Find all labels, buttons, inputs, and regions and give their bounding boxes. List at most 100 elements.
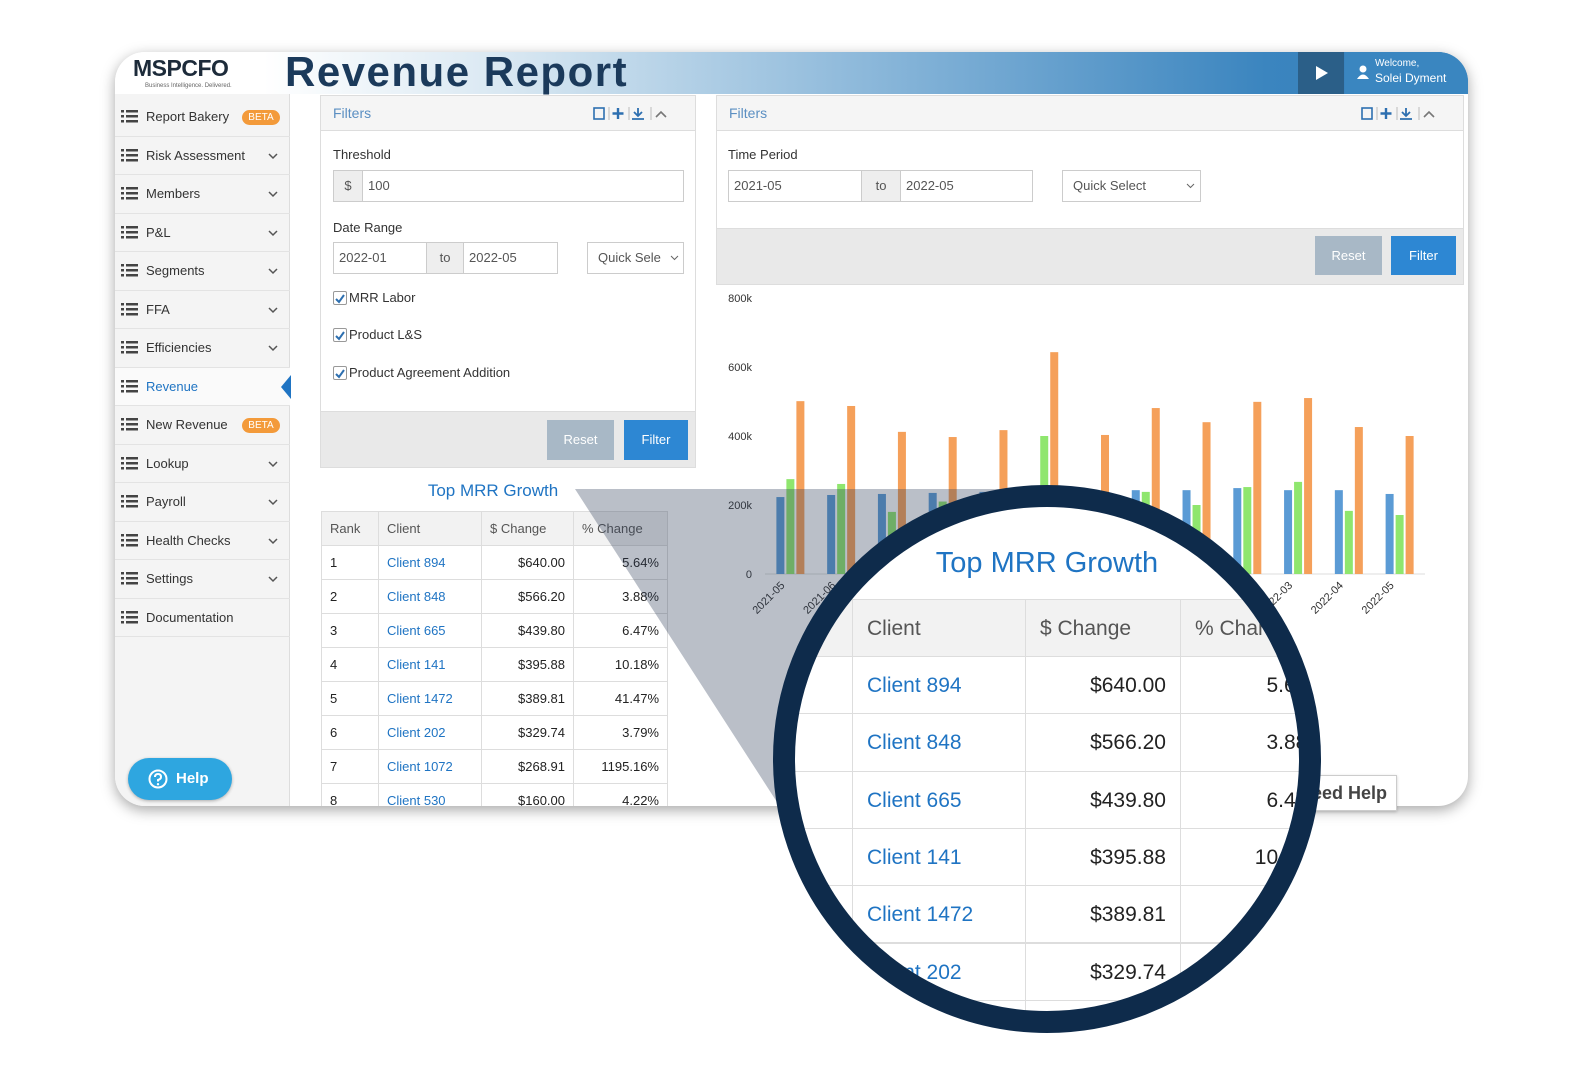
quick-select[interactable]: Quick Select bbox=[1062, 170, 1201, 202]
nav-item[interactable]: Efficiencies bbox=[115, 329, 290, 368]
chevron-line bbox=[268, 499, 278, 506]
nav-icon bbox=[121, 610, 138, 623]
date-to-input[interactable]: 2022-05 bbox=[900, 170, 1033, 202]
help-button[interactable]: Help bbox=[128, 758, 232, 800]
nav-item[interactable]: Settings bbox=[115, 560, 290, 599]
panel-tools[interactable] bbox=[1360, 107, 1455, 121]
filter-button[interactable]: Filter bbox=[624, 420, 688, 460]
select-caret bbox=[670, 255, 679, 261]
y-tick-label: 600k bbox=[728, 362, 752, 374]
icon-bar bbox=[121, 341, 124, 344]
table-cell[interactable]: Client 848 bbox=[852, 713, 1026, 772]
icon-bar bbox=[126, 153, 138, 156]
bar bbox=[1284, 490, 1293, 574]
chevron bbox=[268, 306, 278, 313]
date-from-input[interactable]: 2021-05 bbox=[728, 170, 862, 202]
panel-header: Filters bbox=[717, 96, 1463, 131]
table-cell[interactable]: Client 665 bbox=[378, 613, 482, 648]
icon-bar bbox=[121, 379, 124, 382]
table-cell[interactable]: Client 141 bbox=[852, 827, 1026, 887]
panel-tools[interactable] bbox=[592, 107, 687, 121]
checkbox[interactable] bbox=[333, 366, 347, 380]
checkbox[interactable] bbox=[333, 291, 347, 305]
icon-bar bbox=[121, 461, 124, 464]
nav-item[interactable]: Risk Assessment bbox=[115, 137, 290, 175]
icon-bar bbox=[126, 582, 138, 585]
column-header: % Change bbox=[573, 511, 668, 546]
nav-item[interactable]: FFA bbox=[115, 291, 290, 329]
active-marker bbox=[281, 374, 291, 399]
nav-item[interactable]: Documentation bbox=[115, 599, 290, 637]
icon-bar bbox=[126, 120, 138, 123]
icon-bar bbox=[126, 456, 138, 459]
reset-button[interactable]: Reset bbox=[547, 420, 614, 460]
bar bbox=[1151, 408, 1160, 574]
icon-bar bbox=[121, 264, 124, 267]
user-menu[interactable]: Welcome, Solei Dyment bbox=[1345, 52, 1468, 94]
icon-bar bbox=[121, 384, 124, 387]
icon-bar bbox=[126, 302, 138, 305]
input-addon: $ bbox=[333, 170, 363, 202]
table-cell: $395.88 bbox=[481, 647, 574, 682]
icon-bar bbox=[126, 533, 138, 536]
nav-item[interactable]: Revenue bbox=[115, 367, 291, 406]
icon-bar bbox=[126, 423, 138, 426]
nav-icon bbox=[121, 418, 138, 431]
bar bbox=[897, 431, 906, 574]
table-cell: $439.80 bbox=[481, 613, 574, 648]
icon-bar bbox=[126, 577, 138, 580]
icon-bar bbox=[126, 115, 138, 118]
play-button[interactable] bbox=[1298, 52, 1344, 94]
filter-button[interactable]: Filter bbox=[1391, 236, 1456, 275]
table-cell[interactable]: Client 141 bbox=[378, 647, 482, 682]
nav-item[interactable]: Health Checks bbox=[115, 522, 290, 560]
icon-bar bbox=[126, 264, 138, 267]
table-cell[interactable]: Client 1472 bbox=[852, 885, 1026, 944]
bar bbox=[1243, 487, 1252, 574]
bar bbox=[1202, 422, 1211, 574]
date-to-input[interactable]: 2022-05 bbox=[463, 242, 558, 274]
icon-bar bbox=[121, 158, 124, 161]
check bbox=[335, 331, 345, 341]
checkbox[interactable] bbox=[333, 328, 347, 342]
check-mark bbox=[335, 331, 345, 341]
icon-bar bbox=[126, 610, 138, 613]
nav-label: Efficiencies bbox=[146, 340, 212, 355]
nav-item[interactable]: Segments bbox=[115, 252, 290, 291]
nav-item[interactable]: P&L bbox=[115, 214, 290, 252]
table-cell: 5 bbox=[321, 681, 379, 716]
column-header: Client bbox=[378, 511, 482, 546]
reset-button[interactable]: Reset bbox=[1315, 236, 1382, 275]
icon-bar bbox=[126, 269, 138, 272]
table-cell: 3.88% bbox=[573, 579, 668, 614]
icon-bar bbox=[126, 274, 138, 277]
table-cell[interactable]: Client 1472 bbox=[378, 681, 482, 716]
nav-item[interactable]: Members bbox=[115, 175, 290, 214]
nav-item[interactable]: Lookup bbox=[115, 445, 290, 483]
nav-item[interactable]: New Revenue BETA bbox=[115, 406, 290, 445]
icon-bar bbox=[121, 269, 124, 272]
quick-select[interactable]: Quick Sele bbox=[587, 242, 684, 274]
chevron-line bbox=[268, 268, 278, 275]
icon-bar bbox=[121, 187, 124, 190]
table-cell[interactable]: Client 894 bbox=[378, 545, 482, 580]
table-cell: 6.47% bbox=[1180, 770, 1300, 829]
table-cell: $389.81 bbox=[481, 681, 574, 716]
icon-bar bbox=[121, 230, 124, 233]
marker bbox=[281, 374, 291, 399]
icon-bar bbox=[121, 115, 124, 118]
bar bbox=[1253, 401, 1262, 574]
logo: MSPCFO bbox=[133, 55, 229, 81]
nav-label: Lookup bbox=[146, 455, 189, 471]
nav-item[interactable]: Report Bakery BETA bbox=[115, 98, 290, 137]
bar bbox=[1294, 481, 1303, 574]
filters-panel: Filters Threshold $ 100 Date Range 2022-… bbox=[320, 95, 696, 468]
panel-title: Filters bbox=[729, 105, 768, 121]
threshold-input[interactable]: 100 bbox=[362, 170, 684, 202]
nav-item[interactable]: Payroll bbox=[115, 483, 290, 522]
table-cell: 4.22% bbox=[573, 783, 668, 806]
bar bbox=[1233, 488, 1242, 574]
table-cell[interactable]: Client 894 bbox=[852, 656, 1026, 715]
bar bbox=[1050, 352, 1059, 574]
icon-bar bbox=[126, 307, 138, 310]
